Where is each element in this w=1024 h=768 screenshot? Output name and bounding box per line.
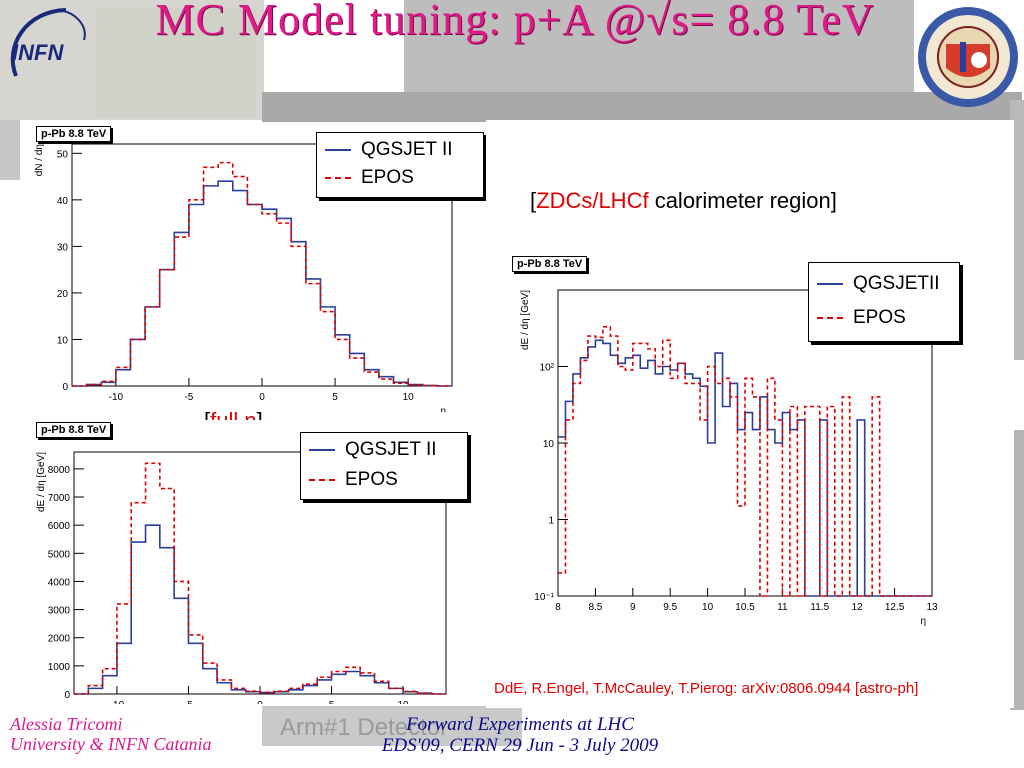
y-tick-label: 30 (57, 242, 69, 253)
legend-label: QGSJETII (853, 273, 940, 294)
y-tick-label: 2000 (48, 634, 71, 645)
x-tick-label: 0 (259, 392, 265, 403)
author-affiliation: University & INFN Catania (10, 734, 212, 754)
y-axis-label: dN / dη (34, 144, 45, 176)
x-tick-label: -5 (184, 700, 193, 704)
chart-de-deta: -10 -5 0 5 10 0 1000 2000 3000 4000 5000 6000 7000 80… (36, 451, 447, 725)
x-tick-label: 10 (398, 700, 410, 704)
legend-swatch-epos (817, 317, 843, 319)
y-tick-label: 3000 (48, 606, 71, 617)
y-tick-label: 1000 (48, 662, 71, 673)
university-seal (918, 7, 1018, 107)
annot-suffix: calorimeter region] (648, 188, 837, 213)
legend-label: EPOS (853, 307, 906, 328)
chart-title-box: p-Pb 8.8 TeV (36, 422, 112, 438)
x-tick-label: 5 (332, 392, 338, 403)
chart-panel-de-deta: -10 -5 0 5 10 0 1000 2000 3000 4000 5000 6000 7000 80… (30, 420, 470, 725)
x-tick-label: 10 (702, 602, 714, 613)
chart-dn-deta: -10 -5 0 5 10 0 10 20 30 40 50 η dN / dη (34, 143, 453, 417)
reference-citation: DdE, R.Engel, T.McCauley, T.Pierog: arXi… (494, 680, 919, 697)
background-watermark: Arm#1 Detector (280, 714, 449, 741)
x-tick-label: 9 (630, 602, 636, 613)
series-line-qgsjet (74, 524, 446, 695)
legend-label: EPOS (361, 167, 414, 188)
chart-title-box: p-Pb 8.8 TeV (512, 256, 588, 272)
x-axis-label: η (440, 406, 446, 412)
x-tick-label: 9.5 (663, 602, 677, 613)
x-tick-label: 5 (329, 700, 335, 704)
x-tick-label: 10.5 (735, 602, 755, 613)
x-tick-label: 13 (926, 602, 938, 613)
conference-event: EDS'09, CERN 29 Jun - 3 July 2009 (381, 735, 659, 756)
x-tick-label: -10 (109, 392, 124, 403)
infn-logo-text: INFN (12, 40, 64, 65)
annot-bracket: [ (530, 188, 537, 213)
legend-label: QGSJET II (345, 439, 437, 460)
footer-author: Alessia Tricomi University & INFN Catani… (10, 714, 212, 754)
zdc-annotation: [ZDCs/LHCf calorimeter region] (530, 188, 837, 214)
y-tick-label: 10 (57, 335, 69, 346)
legend-label: QGSJET II (361, 139, 453, 160)
legend-swatch-qgsjet (817, 283, 843, 285)
legend-swatch-epos (309, 479, 335, 481)
series-line-epos (558, 326, 932, 597)
y-tick-label: 5000 (48, 549, 71, 560)
x-tick-label: 12.5 (885, 602, 905, 613)
x-tick-label: 8.5 (588, 602, 602, 613)
legend-swatch-qgsjet (309, 449, 335, 451)
infn-logo: INFN (10, 8, 86, 77)
legend-swatch-epos (325, 177, 351, 179)
series-line-epos (74, 462, 446, 695)
y-tick-label: 7000 (48, 493, 71, 504)
y-tick-label: 8000 (48, 465, 71, 476)
y-tick-label: 0 (64, 690, 70, 701)
chart-title-box: p-Pb 8.8 TeV (36, 126, 112, 142)
x-tick-label: 8 (555, 602, 561, 613)
y-tick-label: 10 (543, 439, 555, 450)
conference-name: Forward Experiments at LHC (406, 714, 634, 735)
x-tick-label: 11 (777, 602, 788, 613)
author-name: Alessia Tricomi (10, 714, 123, 734)
chart-legend: QGSJETII EPOS (808, 262, 960, 342)
legend-entry-epos: EPOS (809, 305, 959, 331)
x-tick-label: 12 (852, 602, 864, 613)
legend-entry-qgsjet: QGSJETII (809, 271, 959, 297)
y-tick-label: 1 (548, 516, 554, 527)
x-axis-label: η (920, 616, 926, 627)
y-axis-label: dE / dη [GeV] (520, 290, 531, 350)
footer-conference: Forward Experiments at LHC EDS'09, CERN … (330, 714, 710, 756)
series-line-epos (72, 161, 452, 387)
legend-entry-epos: EPOS (317, 165, 483, 191)
y-tick-label: 10⁻¹ (534, 592, 554, 603)
y-tick-label: 50 (57, 149, 69, 160)
x-tick-label: 10 (403, 392, 415, 403)
chart-legend: QGSJET II EPOS (316, 132, 484, 198)
legend-entry-epos: EPOS (301, 467, 467, 493)
legend-swatch-qgsjet (325, 149, 351, 151)
chart-legend: QGSJET II EPOS (300, 432, 468, 500)
y-tick-label: 10² (540, 363, 555, 374)
y-tick-label: 40 (57, 196, 69, 207)
y-tick-label: 20 (57, 289, 69, 300)
x-tick-label: -5 (184, 392, 193, 403)
y-tick-label: 4000 (48, 577, 71, 588)
legend-entry-qgsjet: QGSJET II (301, 437, 467, 463)
y-tick-label: 6000 (48, 521, 71, 532)
x-tick-label: -10 (110, 700, 125, 704)
slide-title: MC Model tuning: p+A @√s= 8.8 TeV (155, 0, 875, 44)
x-tick-label: 0 (257, 700, 263, 704)
annot-red-text: ZDCs/LHCf (536, 188, 649, 213)
legend-entry-qgsjet: QGSJET II (317, 137, 483, 163)
x-tick-label: 11.5 (810, 602, 829, 613)
chart-panel-dn-deta: -10 -5 0 5 10 0 10 20 30 40 50 η dN / dη p-Pb 8.8 Te… (30, 122, 500, 417)
chart-de-deta-log: 8 8.5 9 9.5 10 10.5 11 11.5 12 12.5 13 10⁻¹ 1 10 10² η d… (520, 289, 938, 627)
y-tick-label: 0 (62, 382, 68, 393)
y-axis-label: dE / dη [GeV] (36, 452, 47, 512)
chart-panel-de-deta-log: 8 8.5 9 9.5 10 10.5 11 11.5 12 12.5 13 10⁻¹ 1 10 10² η d… (500, 252, 960, 636)
legend-label: EPOS (345, 469, 398, 490)
